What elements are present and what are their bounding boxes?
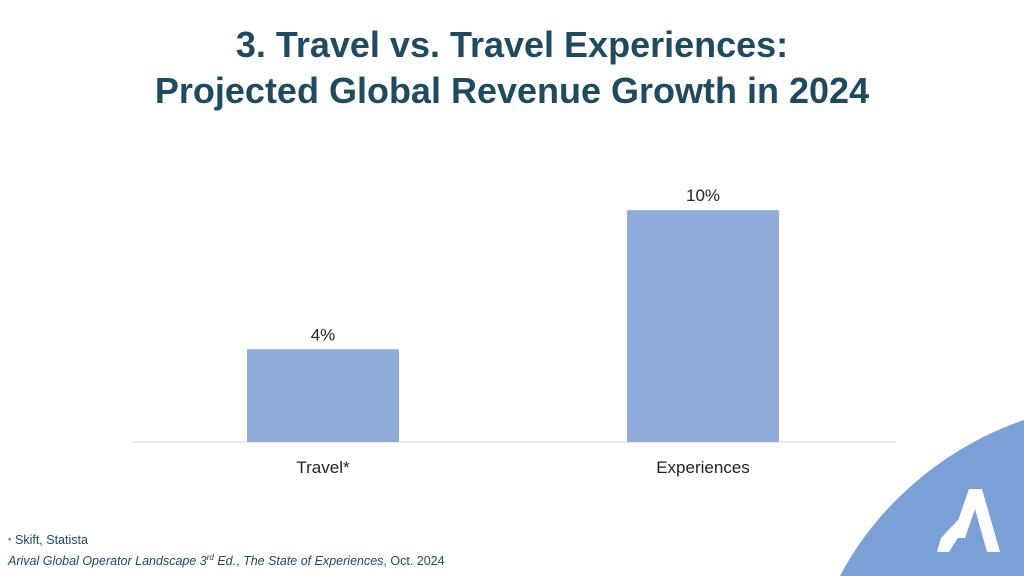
slide-title: 3. Travel vs. Travel Experiences: Projec… [0, 22, 1024, 114]
citation-sup: rd [206, 553, 214, 562]
bar-value-label-1: 4% [311, 325, 336, 344]
citation-part-1: Arival Global Operator Landscape 3 [8, 554, 207, 569]
citation-part-4: The State of Experiences [243, 554, 384, 569]
footnotes: * Skift, Statista Arival Global Operator… [8, 531, 445, 570]
citation-part-3: , [236, 554, 244, 569]
source-text: Skift, Statista [11, 533, 88, 547]
category-label-2: Experiences [656, 458, 750, 477]
citation-note: Arival Global Operator Landscape 3rd Ed.… [8, 549, 445, 570]
category-label-1: Travel* [296, 458, 350, 477]
source-marker: * [8, 536, 12, 546]
title-line-1: 3. Travel vs. Travel Experiences: [235, 24, 789, 65]
source-note: * Skift, Statista [8, 531, 445, 549]
title-line-2: Projected Global Revenue Growth in 2024 [154, 70, 870, 111]
bar-value-label-2: 10% [686, 186, 720, 205]
corner-circle-shape [840, 420, 1024, 576]
citation-part-2: Ed. [213, 554, 237, 569]
bar-1 [247, 349, 399, 442]
bar-2 [627, 210, 779, 442]
citation-part-5: , Oct. 2024 [383, 554, 445, 569]
arival-a-logo-icon [937, 489, 1000, 552]
